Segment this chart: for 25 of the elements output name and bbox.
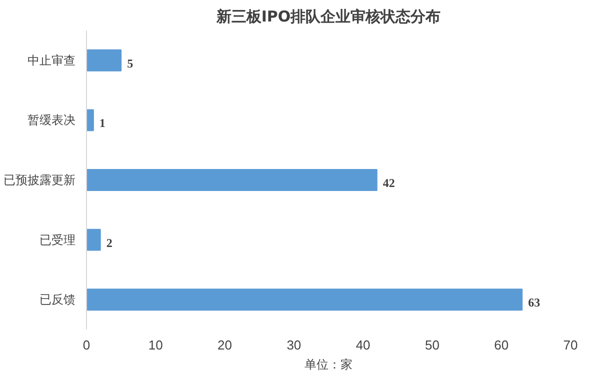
data-label: 5 — [127, 56, 134, 70]
bar — [86, 169, 378, 191]
x-axis-title: 单位：家 — [304, 358, 352, 372]
x-tick-label: 10 — [148, 338, 163, 352]
x-tick-label: 70 — [563, 338, 578, 352]
y-tick-label: 中止审查 — [28, 53, 76, 68]
x-tick-label: 60 — [494, 338, 509, 352]
y-tick-label: 已反馈 — [40, 292, 76, 307]
data-label: 63 — [528, 296, 540, 310]
bar — [86, 49, 122, 72]
bar — [86, 109, 94, 132]
data-label: 1 — [99, 116, 106, 130]
x-tick-label: 20 — [218, 338, 232, 352]
chart-title: 新三板IPO排队企业审核状态分布 — [215, 8, 441, 26]
x-tick-label: 0 — [82, 338, 90, 352]
y-tick-label: 已受理 — [40, 232, 76, 247]
x-tick-label: 30 — [286, 338, 302, 352]
x-tick-label: 50 — [424, 338, 440, 352]
x-tick-label: 40 — [356, 338, 370, 352]
bar — [86, 228, 101, 251]
y-tick-label: 暂缓表决 — [28, 113, 76, 128]
data-label: 42 — [382, 176, 395, 190]
y-tick-label: 已预披露更新 — [4, 173, 76, 187]
bar — [86, 288, 523, 311]
data-label: 2 — [106, 236, 112, 250]
